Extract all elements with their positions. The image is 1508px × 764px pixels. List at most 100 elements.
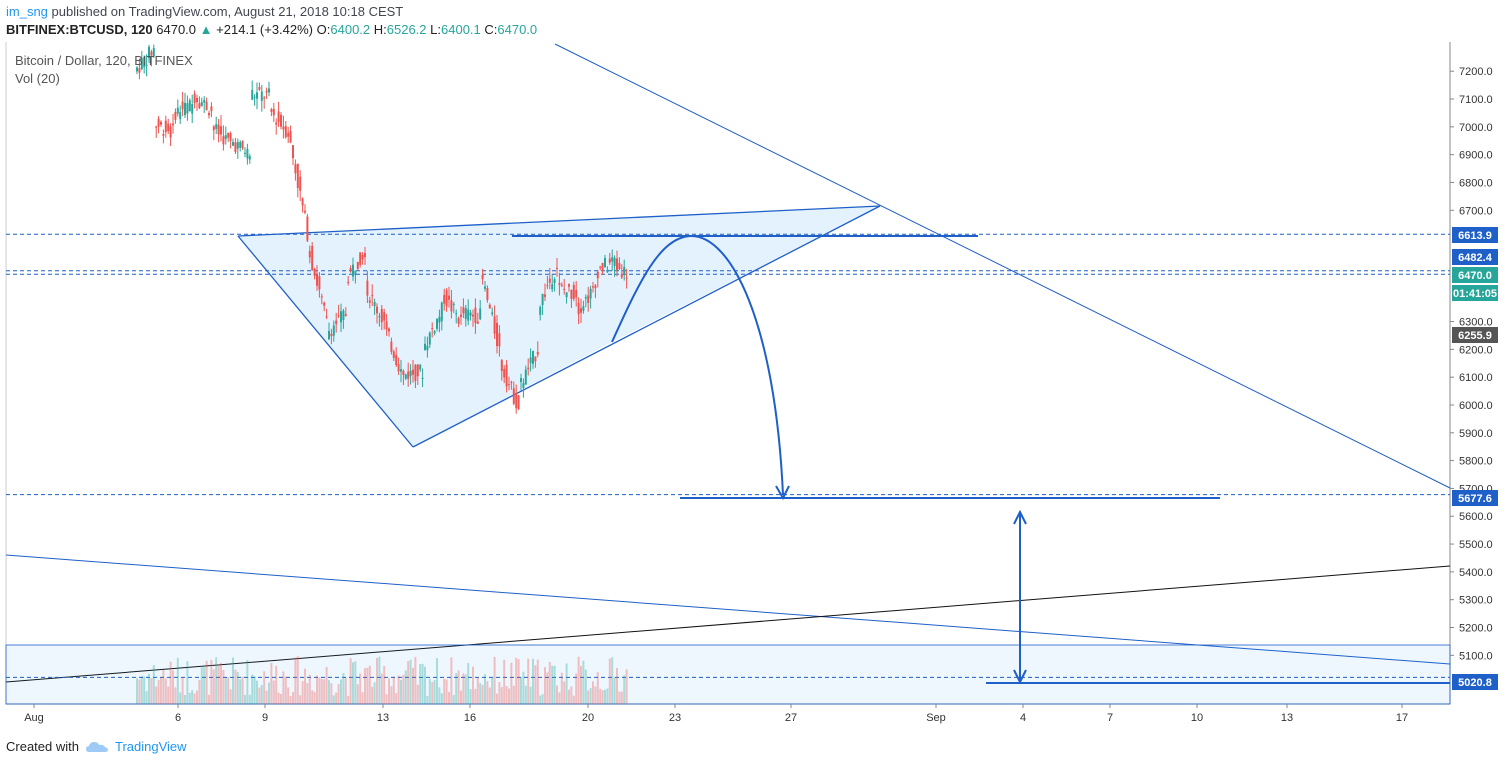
candle-body: [354, 270, 357, 276]
volume-bar: [328, 680, 330, 704]
candle-body: [383, 312, 386, 321]
volume-bar: [426, 695, 429, 704]
candle-body: [275, 122, 278, 125]
candle-body: [488, 304, 491, 309]
candle-body: [426, 345, 429, 351]
candle-body: [176, 107, 179, 114]
volume-bar: [481, 684, 484, 704]
author-link[interactable]: im_sng: [6, 4, 48, 19]
tradingview-cloud-icon: [85, 741, 108, 752]
candle-body: [191, 103, 194, 114]
volume-bar: [205, 660, 208, 704]
volume-bar: [294, 657, 297, 704]
volume-bar: [457, 670, 460, 704]
x-tick-label: 6: [175, 712, 181, 724]
volume-bar: [342, 673, 345, 704]
candle-body: [390, 341, 393, 352]
candle-body: [371, 295, 374, 297]
candle-body: [172, 123, 174, 126]
volume-bar: [409, 659, 412, 704]
candle-body: [493, 316, 496, 334]
volume-bar: [580, 665, 582, 704]
price-tag-label: 6255.9: [1458, 330, 1492, 342]
candle-body: [352, 264, 354, 277]
candle-body: [496, 322, 498, 347]
low-label: L:: [430, 22, 441, 37]
volume-bar: [349, 658, 352, 704]
candle-body: [608, 258, 611, 263]
volume-bar: [438, 687, 441, 704]
candle-body: [402, 370, 405, 375]
volume-bar: [443, 678, 446, 704]
volume-bar: [587, 690, 590, 704]
volume-bar: [304, 668, 306, 704]
y-tick-label: 5300.0: [1459, 595, 1493, 607]
candle-body: [587, 295, 590, 304]
volume-bar: [592, 681, 594, 704]
volume-bar: [486, 681, 489, 704]
candle-body: [512, 388, 515, 404]
candle-body: [404, 374, 407, 379]
volume-bar: [606, 688, 609, 704]
y-tick-label: 7100.0: [1459, 94, 1493, 106]
candle-body: [205, 101, 208, 110]
volume-bar: [575, 673, 578, 704]
volume-bar: [208, 694, 210, 704]
volume-bar: [500, 687, 503, 704]
candle-body: [551, 284, 554, 290]
candle-body: [366, 280, 369, 296]
volume-bar: [508, 688, 510, 704]
candle-body: [277, 111, 280, 123]
volume-bar: [325, 666, 328, 704]
candle-body: [340, 311, 342, 323]
volume-bar: [548, 662, 551, 704]
volume-bar: [263, 671, 266, 704]
x-tick-label: 27: [785, 712, 797, 724]
tradingview-link[interactable]: TradingView: [114, 739, 187, 754]
price-tag: [1452, 490, 1498, 506]
volume-bar: [169, 661, 172, 704]
candle-body: [613, 257, 616, 266]
candle-body: [287, 132, 290, 137]
candle-body: [407, 371, 410, 379]
volume-bar: [611, 657, 614, 704]
volume-bar: [335, 692, 338, 704]
candle-body: [138, 68, 141, 73]
volume-bar: [191, 690, 194, 704]
volume-bar: [568, 689, 570, 704]
candle-body: [342, 310, 345, 321]
candle-body: [618, 262, 621, 270]
candle-body: [200, 102, 203, 107]
candle-body: [604, 258, 606, 267]
volume-bar: [340, 679, 342, 704]
candle-body: [409, 370, 412, 377]
candle-body: [203, 99, 206, 103]
volume-bar: [402, 674, 405, 704]
candle-body: [378, 316, 381, 318]
candle-body: [234, 142, 237, 152]
candle-body: [210, 106, 213, 112]
footer: Created with TradingView: [6, 739, 187, 754]
candle-body: [181, 101, 184, 110]
volume-bar: [546, 672, 549, 704]
candle-body: [484, 286, 486, 289]
volume-bar: [157, 679, 160, 704]
volume-bar: [160, 677, 162, 704]
candle-body: [263, 97, 266, 99]
y-tick-label: 5800.0: [1459, 456, 1493, 468]
volume-bar: [227, 677, 230, 704]
candle-body: [416, 364, 419, 377]
volume-bar: [433, 680, 436, 704]
volume-bar: [404, 670, 407, 704]
candle-body: [616, 258, 618, 271]
candle-body: [431, 328, 434, 330]
volume-bar: [152, 665, 155, 704]
volume-bar: [275, 665, 278, 704]
candle-body: [462, 307, 465, 314]
volume-bar: [527, 658, 530, 704]
volume-bar: [212, 669, 215, 704]
volume-bar: [440, 693, 443, 704]
x-tick-label: 13: [1281, 712, 1293, 724]
publish-info: im_sng published on TradingView.com, Aug…: [6, 4, 403, 19]
